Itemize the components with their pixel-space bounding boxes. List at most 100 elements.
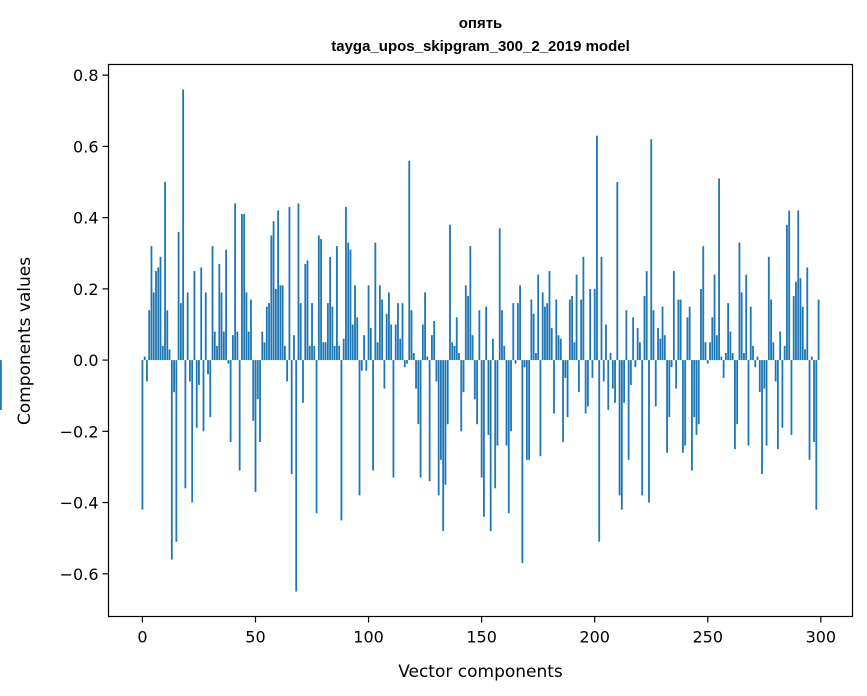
bar: [815, 360, 818, 510]
bar: [392, 360, 395, 478]
bar: [159, 256, 162, 361]
bar: [471, 335, 474, 361]
bar: [360, 360, 363, 371]
bar: [808, 360, 811, 460]
bar: [394, 324, 397, 361]
bar: [209, 360, 212, 418]
bar: [639, 342, 641, 361]
bar: [415, 360, 417, 389]
bar: [417, 360, 420, 425]
bar: [781, 360, 784, 428]
x-tick-label: 100: [353, 628, 384, 647]
bar: [473, 360, 476, 400]
bar: [455, 317, 458, 361]
bar: [614, 360, 616, 403]
bar: [492, 338, 494, 361]
bar: [539, 360, 542, 457]
bar: [440, 360, 442, 460]
bar: [804, 349, 806, 361]
bar: [652, 310, 655, 361]
bar: [548, 271, 551, 361]
bar: [722, 360, 725, 378]
bar: [444, 360, 447, 485]
bar: [286, 360, 289, 382]
bar: [645, 271, 648, 361]
bar: [173, 360, 175, 393]
bar: [349, 249, 352, 361]
bar: [693, 360, 696, 418]
bar: [666, 360, 668, 453]
y-tick-label: 0.4: [73, 209, 98, 228]
bar: [559, 338, 562, 361]
bar: [786, 224, 788, 361]
bar: [743, 352, 745, 361]
bar: [408, 160, 411, 361]
y-tick-label: −0.4: [60, 494, 99, 513]
bar: [688, 306, 691, 361]
bar: [442, 360, 445, 532]
bar: [268, 303, 270, 361]
bar: [227, 360, 230, 364]
bar: [150, 246, 153, 361]
bar: [783, 345, 786, 361]
bar: [636, 328, 639, 361]
bar: [437, 360, 440, 496]
bar: [774, 360, 777, 382]
bar: [813, 360, 815, 442]
bar: [453, 345, 456, 361]
bar: [401, 303, 404, 361]
bar: [718, 178, 720, 361]
bar: [155, 271, 157, 361]
bar: [288, 206, 291, 361]
bar: [311, 303, 313, 361]
bar: [175, 360, 178, 542]
bar: [758, 360, 761, 393]
bar: [299, 303, 302, 361]
bar: [729, 331, 732, 361]
bar: [238, 360, 241, 471]
bar: [376, 342, 379, 361]
bar: [252, 360, 255, 421]
bar: [668, 360, 671, 418]
bar: [458, 352, 460, 361]
bar: [207, 360, 209, 375]
bar: [566, 360, 569, 418]
bar: [702, 246, 705, 361]
bar: [261, 331, 264, 361]
bar: [525, 360, 528, 460]
bar: [433, 320, 436, 361]
bar: [695, 360, 698, 435]
bar: [503, 345, 506, 361]
bar: [354, 285, 356, 361]
y-tick-label: 0.6: [73, 137, 98, 156]
x-axis-label: Vector components: [398, 662, 563, 682]
bar: [478, 310, 481, 361]
bar: [152, 292, 155, 361]
bar: [648, 360, 650, 503]
bar: [546, 303, 549, 361]
bar: [530, 299, 533, 361]
bar: [620, 360, 623, 510]
bar: [494, 360, 497, 489]
chart-title: опять: [459, 15, 503, 32]
bar: [596, 135, 598, 361]
bar: [593, 288, 596, 361]
bar: [148, 310, 151, 361]
bar: [562, 360, 564, 442]
bar: [792, 295, 795, 361]
bar: [383, 360, 386, 389]
bar: [713, 274, 716, 361]
bar: [302, 360, 304, 403]
bar: [541, 292, 544, 361]
bar: [329, 256, 332, 361]
bar: [367, 285, 370, 361]
bar: [720, 356, 723, 361]
bar: [399, 338, 402, 361]
bar: [198, 360, 200, 386]
bar: [772, 342, 775, 361]
bar: [643, 295, 646, 361]
bar: [600, 256, 603, 361]
bar: [564, 360, 567, 378]
bar: [170, 360, 173, 560]
